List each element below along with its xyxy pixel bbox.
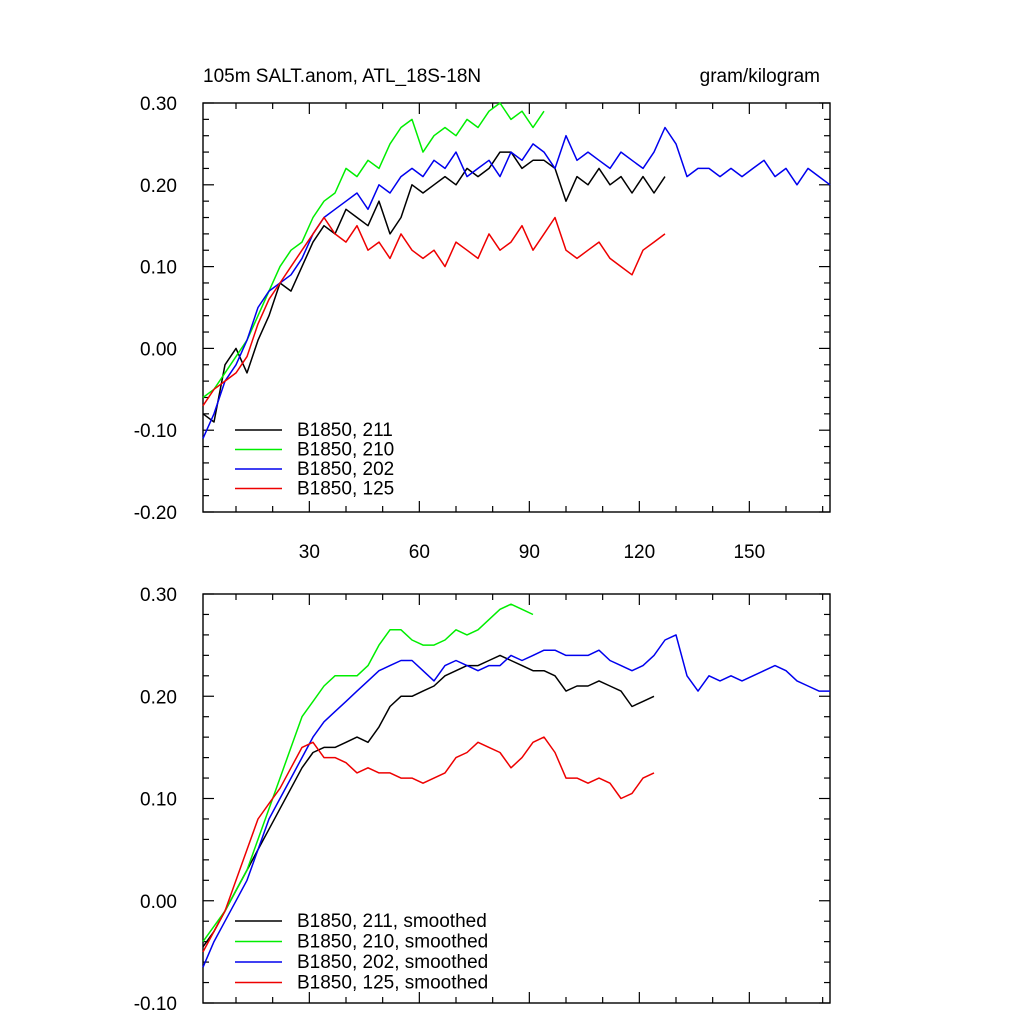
legend-label: B1850, 211, smoothed — [297, 911, 487, 932]
legend-label: B1850, 202, smoothed — [297, 952, 488, 973]
y-tick-label: -0.10 — [134, 994, 177, 1015]
series-line-1 — [202, 603, 534, 943]
legend-label: B1850, 125 — [297, 479, 394, 500]
series-line-2 — [202, 126, 831, 439]
y-tick-label: 0.20 — [140, 687, 177, 708]
y-tick-label: 0.00 — [140, 339, 177, 360]
units-label: gram/kilogram — [700, 66, 820, 87]
legend-label: B1850, 210, smoothed — [297, 932, 488, 953]
series-line-3 — [202, 736, 655, 953]
series-line-2 — [202, 634, 830, 968]
x-tick-label: 120 — [623, 542, 655, 563]
y-tick-label: -0.10 — [134, 421, 177, 442]
legend-label: B1850, 202 — [297, 459, 394, 480]
legend-label: B1850, 210 — [297, 440, 394, 461]
chart-title: 105m SALT.anom, ATL_18S-18N — [203, 66, 481, 87]
series-line-1 — [202, 102, 545, 399]
legend-label: B1850, 211 — [297, 420, 393, 441]
x-tick-label: 90 — [519, 542, 540, 563]
series-line-3 — [202, 216, 666, 407]
top-panel: 105m SALT.anom, ATL_18S-18N gram/kilogra… — [134, 66, 831, 563]
bottom-panel: -0.10 0.00 0.10 0.20 0.30 B1850, 211, smoothe… — [134, 585, 831, 1015]
y-tick-label: 0.30 — [140, 585, 177, 606]
legend-label: B1850, 125, smoothed — [297, 973, 488, 994]
x-tick-label: 150 — [733, 542, 765, 563]
y-tick-label: -0.20 — [134, 503, 177, 524]
series-line-0 — [202, 654, 655, 948]
x-tick-label: 60 — [409, 542, 430, 563]
y-tick-label: 0.10 — [140, 790, 177, 811]
series-line-0 — [202, 151, 666, 423]
y-tick-label: 0.00 — [140, 892, 177, 913]
x-tick-label: 30 — [299, 542, 320, 563]
y-tick-label: 0.10 — [140, 258, 177, 279]
y-tick-label: 0.30 — [140, 94, 177, 115]
y-tick-label: 0.20 — [140, 176, 177, 197]
plot-frame — [202, 102, 831, 513]
